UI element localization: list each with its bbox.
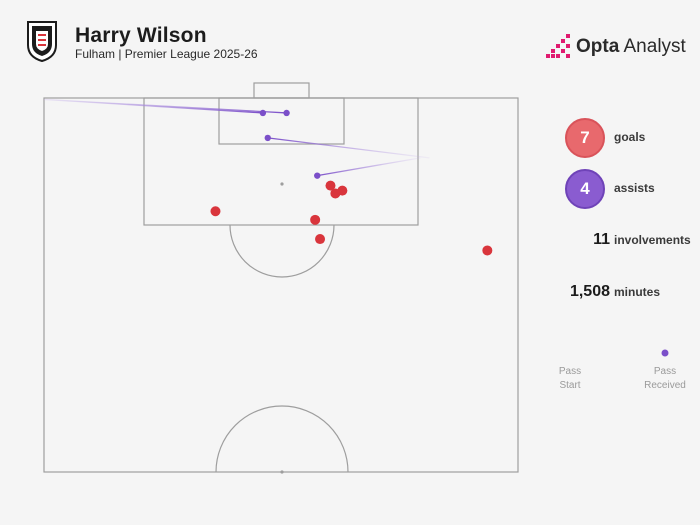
chart-subtitle: Fulham | Premier League 2025-26	[75, 47, 258, 61]
stats-panel: 7 goals 4 assists 11 involvements 1,508 …	[548, 110, 700, 410]
penalty-arc	[229, 224, 335, 278]
assists-badge: 4	[565, 169, 605, 209]
six-yard-box	[218, 97, 345, 145]
legend-pass-line	[571, 349, 669, 357]
brand-name-rest: Analyst	[619, 36, 686, 57]
assists-label: assists	[614, 181, 655, 195]
stat-minutes: 1,508 minutes	[548, 273, 700, 313]
chart-header: Harry Wilson Fulham | Premier League 202…	[0, 0, 700, 80]
minutes-value: 1,508	[569, 283, 610, 300]
brand-name-bold: Opta	[576, 36, 620, 57]
assist-pass-received-point	[314, 172, 321, 179]
brand-name: Opta Analyst	[576, 36, 686, 58]
opta-logo-icon	[546, 34, 570, 58]
centre-circle	[215, 405, 349, 473]
assist-pass-line	[317, 157, 421, 177]
assist-pass-received-point	[264, 134, 271, 142]
goals-badge: 7	[565, 118, 605, 158]
pass-legend: Pass Start Pass Received	[548, 345, 700, 395]
pitch-chart	[43, 82, 519, 474]
penalty-spot	[280, 182, 284, 186]
involvements-label: involvements	[614, 233, 691, 247]
pitch-boundary	[43, 97, 519, 473]
goal-shot-point	[210, 206, 221, 217]
involvements-value: 11	[593, 231, 610, 248]
goal-shot-point	[310, 214, 321, 225]
assist-pass-received-point	[283, 109, 290, 117]
goal-shot-point	[325, 180, 336, 191]
assist-pass-line	[267, 137, 430, 159]
goal-shot-point	[337, 185, 348, 196]
goal-shot-point	[482, 245, 493, 256]
legend-pass-received: Pass Received	[644, 366, 686, 391]
stat-assists: 4 assists	[548, 169, 700, 209]
player-name: Harry Wilson	[75, 24, 207, 47]
centre-spot	[280, 470, 284, 474]
assist-pass-line	[43, 98, 263, 114]
stat-goals: 7 goals	[548, 118, 700, 158]
goal-frame	[253, 82, 310, 99]
legend-pass-start: Pass Start	[558, 366, 582, 391]
minutes-label: minutes	[614, 285, 661, 299]
stat-involvements: 11 involvements	[548, 221, 700, 261]
penalty-area	[143, 97, 419, 226]
fulham-crest-icon	[27, 21, 57, 63]
assist-pass-received-point	[259, 109, 267, 117]
goal-shot-point	[315, 234, 326, 245]
goals-label: goals	[614, 130, 646, 144]
